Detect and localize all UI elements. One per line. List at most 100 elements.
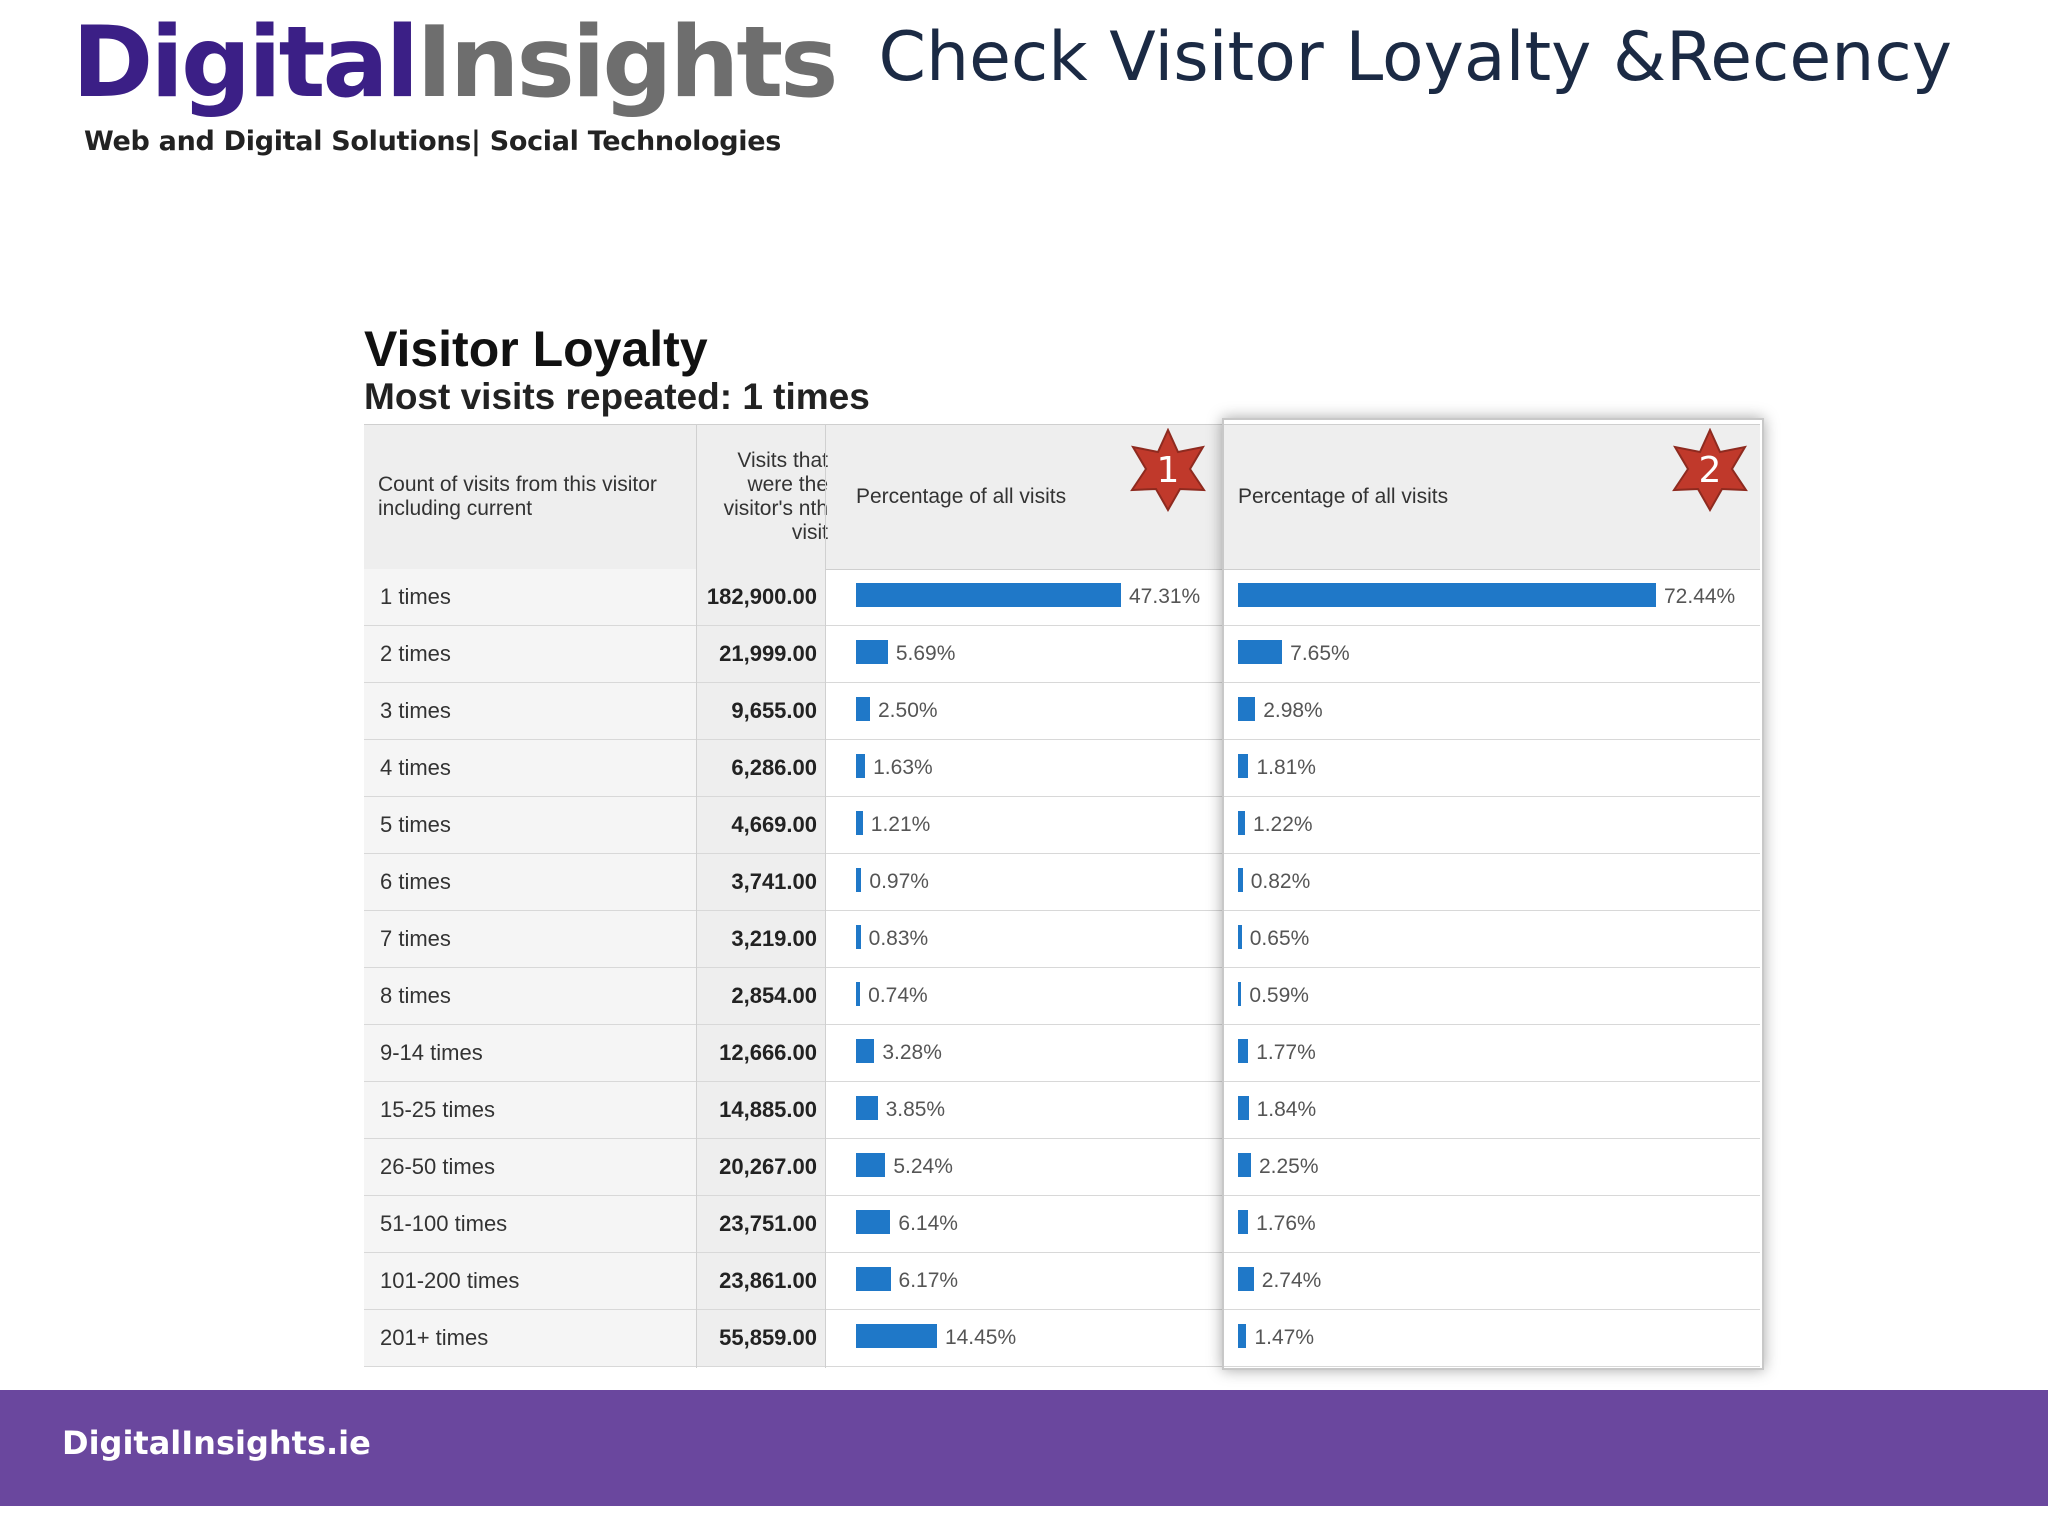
percentage-bar-1 bbox=[856, 1210, 891, 1234]
column-header-count: Count of visits from this visitor includ… bbox=[378, 473, 657, 520]
percentage-label-1: 47.31% bbox=[1129, 585, 1201, 608]
row-count-label: 7 times bbox=[364, 911, 696, 967]
percentage-bar-1 bbox=[856, 1096, 878, 1120]
table-row: 9-14 times 12,666.00 3.28% 1.77% bbox=[364, 1025, 1760, 1082]
percentage-label-2: 2.25% bbox=[1258, 1155, 1319, 1178]
percentage-label-2: 0.65% bbox=[1249, 927, 1310, 950]
percentage-label-2: 1.84% bbox=[1256, 1098, 1317, 1121]
percentage-bar-2 bbox=[1238, 1210, 1249, 1234]
star-badge-icon bbox=[1672, 427, 1748, 513]
percentage-label-2: 2.98% bbox=[1263, 699, 1323, 722]
percentage-label-1: 2.50% bbox=[878, 699, 938, 722]
percentage-bar-2 bbox=[1238, 754, 1249, 778]
table-row: 51-100 times 23,751.00 6.14% 1.76% bbox=[364, 1196, 1760, 1253]
row-visits-value: 2,854.00 bbox=[697, 968, 825, 1024]
percentage-label-1: 0.97% bbox=[869, 870, 929, 893]
percentage-bar-1 bbox=[856, 1039, 875, 1063]
percentage-label-1: 3.85% bbox=[885, 1098, 946, 1121]
comparison-panel-highlight bbox=[1222, 418, 1764, 1370]
percentage-bar-1 bbox=[856, 697, 870, 721]
row-visits-value: 3,219.00 bbox=[697, 911, 825, 967]
percentage-bar-1 bbox=[856, 868, 862, 892]
report-subtitle: Most visits repeated: 1 times bbox=[364, 376, 870, 417]
percentage-label-1: 6.14% bbox=[898, 1212, 958, 1235]
percentage-label-2: 1.22% bbox=[1253, 813, 1313, 836]
percentage-label-2: 2.74% bbox=[1261, 1269, 1322, 1292]
badge-number-1: 1 bbox=[1156, 449, 1180, 491]
percentage-label-2: 1.77% bbox=[1256, 1041, 1316, 1064]
row-count-label: 26-50 times bbox=[364, 1139, 696, 1195]
row-count-label: 6 times bbox=[364, 854, 696, 910]
badge-star-2: 2 bbox=[1668, 427, 1752, 513]
row-count-label: 1 times bbox=[364, 569, 696, 625]
percentage-bar-1 bbox=[856, 754, 866, 778]
badge-star-1: 1 bbox=[1126, 427, 1210, 513]
row-count-label: 8 times bbox=[364, 968, 696, 1024]
table-row: 15-25 times 14,885.00 3.85% 1.84% bbox=[364, 1082, 1760, 1139]
row-visits-value: 182,900.00 bbox=[697, 569, 825, 625]
logo-tagline: Web and Digital Solutions| Social Techno… bbox=[84, 126, 782, 157]
percentage-bar-2 bbox=[1238, 982, 1242, 1006]
percentage-bar-2 bbox=[1238, 1267, 1254, 1291]
logo: DigitalInsights Web and Digital Solution… bbox=[72, 14, 839, 157]
percentage-label-1: 6.17% bbox=[898, 1269, 959, 1292]
row-visits-value: 3,741.00 bbox=[697, 854, 825, 910]
table-row: 5 times 4,669.00 1.21% 1.22% bbox=[364, 797, 1760, 854]
footer-site-link[interactable]: DigitalInsights.ie bbox=[62, 1424, 371, 1462]
row-visits-value: 23,751.00 bbox=[697, 1196, 825, 1252]
percentage-label-2: 7.65% bbox=[1290, 642, 1350, 665]
percentage-label-1: 1.21% bbox=[870, 813, 931, 836]
table-row: 4 times 6,286.00 1.63% 1.81% bbox=[364, 740, 1760, 797]
table-row: 2 times 21,999.00 5.69% 7.65% bbox=[364, 626, 1760, 683]
percentage-bar-1 bbox=[856, 1153, 886, 1177]
percentage-label-2: 1.76% bbox=[1256, 1212, 1316, 1235]
table-row: 201+ times 55,859.00 14.45% 1.47% bbox=[364, 1310, 1760, 1367]
percentage-bar-2 bbox=[1238, 583, 1656, 607]
percentage-label-2: 1.47% bbox=[1254, 1326, 1315, 1349]
table-header: Count of visits from this visitor includ… bbox=[364, 424, 1760, 570]
percentage-bar-2 bbox=[1238, 1324, 1247, 1348]
logo-part-insights: Insights bbox=[416, 6, 838, 120]
visitor-loyalty-table: Count of visits from this visitor includ… bbox=[364, 424, 1760, 1368]
row-count-label: 201+ times bbox=[364, 1310, 696, 1366]
row-visits-value: 12,666.00 bbox=[697, 1025, 825, 1081]
logo-part-digital: Digital bbox=[72, 6, 419, 120]
column-header-visits: Visits that were the visitor's nth visit bbox=[723, 449, 828, 544]
row-count-label: 101-200 times bbox=[364, 1253, 696, 1309]
percentage-bar-1 bbox=[856, 583, 1121, 607]
percentage-bar-1 bbox=[856, 925, 861, 949]
percentage-label-2: 0.59% bbox=[1249, 984, 1309, 1007]
percentage-bar-1 bbox=[856, 640, 888, 664]
percentage-bar-1 bbox=[856, 1324, 937, 1348]
percentage-bar-2 bbox=[1238, 1096, 1249, 1120]
row-count-label: 5 times bbox=[364, 797, 696, 853]
slide-title: Check Visitor Loyalty &Recency bbox=[878, 18, 1953, 97]
table-row: 1 times 182,900.00 47.31% 72.44% bbox=[364, 569, 1760, 626]
column-header-percentage-2: Percentage of all visits bbox=[1238, 485, 1449, 508]
table-row: 101-200 times 23,861.00 6.17% 2.74% bbox=[364, 1253, 1760, 1310]
row-visits-value: 6,286.00 bbox=[697, 740, 825, 796]
percentage-label-1: 0.74% bbox=[868, 984, 928, 1007]
row-visits-value: 55,859.00 bbox=[697, 1310, 825, 1366]
percentage-label-1: 5.24% bbox=[893, 1155, 953, 1178]
percentage-bar-2 bbox=[1238, 1153, 1251, 1177]
table-row: 8 times 2,854.00 0.74% 0.59% bbox=[364, 968, 1760, 1025]
percentage-bar-1 bbox=[856, 811, 863, 835]
percentage-bar-2 bbox=[1238, 697, 1256, 721]
row-count-label: 9-14 times bbox=[364, 1025, 696, 1081]
percentage-bar-2 bbox=[1238, 811, 1246, 835]
row-count-label: 15-25 times bbox=[364, 1082, 696, 1138]
table-row: 7 times 3,219.00 0.83% 0.65% bbox=[364, 911, 1760, 968]
badge-number-2: 2 bbox=[1698, 449, 1722, 491]
table-row: 3 times 9,655.00 2.50% 2.98% bbox=[364, 683, 1760, 740]
footer-bar: DigitalInsights.ie bbox=[0, 1390, 2048, 1506]
percentage-label-2: 0.82% bbox=[1250, 870, 1311, 893]
row-count-label: 51-100 times bbox=[364, 1196, 696, 1252]
logo-wordmark: DigitalInsights bbox=[72, 14, 839, 112]
report-title: Visitor Loyalty bbox=[364, 321, 708, 377]
row-visits-value: 4,669.00 bbox=[697, 797, 825, 853]
percentage-label-2: 1.81% bbox=[1256, 756, 1316, 779]
percentage-bar-1 bbox=[856, 1267, 891, 1291]
row-visits-value: 9,655.00 bbox=[697, 683, 825, 739]
